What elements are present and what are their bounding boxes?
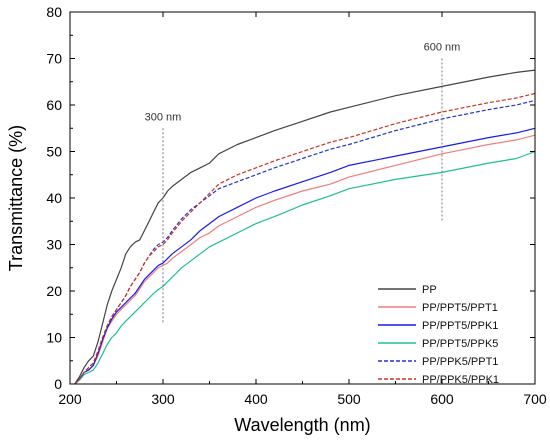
series-line-2 <box>74 134 536 385</box>
series-line-3 <box>74 127 536 385</box>
y-tick-label: 60 <box>46 97 62 113</box>
y-tick-label: 30 <box>46 237 62 253</box>
legend-label: PP <box>422 284 437 296</box>
series-line-1 <box>74 69 536 385</box>
y-tick-label: 40 <box>46 190 62 206</box>
series-line-6 <box>74 92 536 385</box>
series-line-4 <box>74 150 536 385</box>
legend-label: PP/PPT5/PPK5 <box>422 338 498 350</box>
y-tick-label: 70 <box>46 51 62 67</box>
legend-label: PP/PPK5/PPT1 <box>422 356 498 368</box>
legend-label: PP/PPK5/PPK1 <box>422 374 499 386</box>
annotations: 300 nm 600 nm <box>145 42 461 324</box>
legend: PP PP/PPT5/PPT1 PP/PPT5/PPK1 PP/PPT5/PPK5 PP… <box>378 284 499 386</box>
legend-label: PP/PPT5/PPK1 <box>422 320 498 332</box>
x-tick-label: 300 <box>151 391 175 407</box>
y-tick-label: 50 <box>46 144 62 160</box>
y-tick-label: 80 <box>46 4 62 20</box>
plot-area <box>74 69 536 385</box>
y-tick-label: 0 <box>54 376 62 392</box>
annotation-label: 300 nm <box>145 111 182 123</box>
annotation-label: 600 nm <box>424 42 461 54</box>
x-tick-label: 400 <box>244 391 268 407</box>
x-tick-label: 600 <box>430 391 454 407</box>
axes: 200 300 400 500 600 700 0 10 20 30 40 50 60 70 80 <box>46 4 546 407</box>
x-tick-label: 200 <box>58 391 82 407</box>
x-tick-label: 500 <box>337 391 361 407</box>
x-tick-label: 700 <box>523 391 547 407</box>
y-axis-title: Transmittance (%) <box>6 125 26 271</box>
y-tick-label: 10 <box>46 330 62 346</box>
legend-label: PP/PPT5/PPT1 <box>422 302 498 314</box>
y-tick-label: 20 <box>46 283 62 299</box>
x-axis-title: Wavelength (nm) <box>234 415 370 435</box>
